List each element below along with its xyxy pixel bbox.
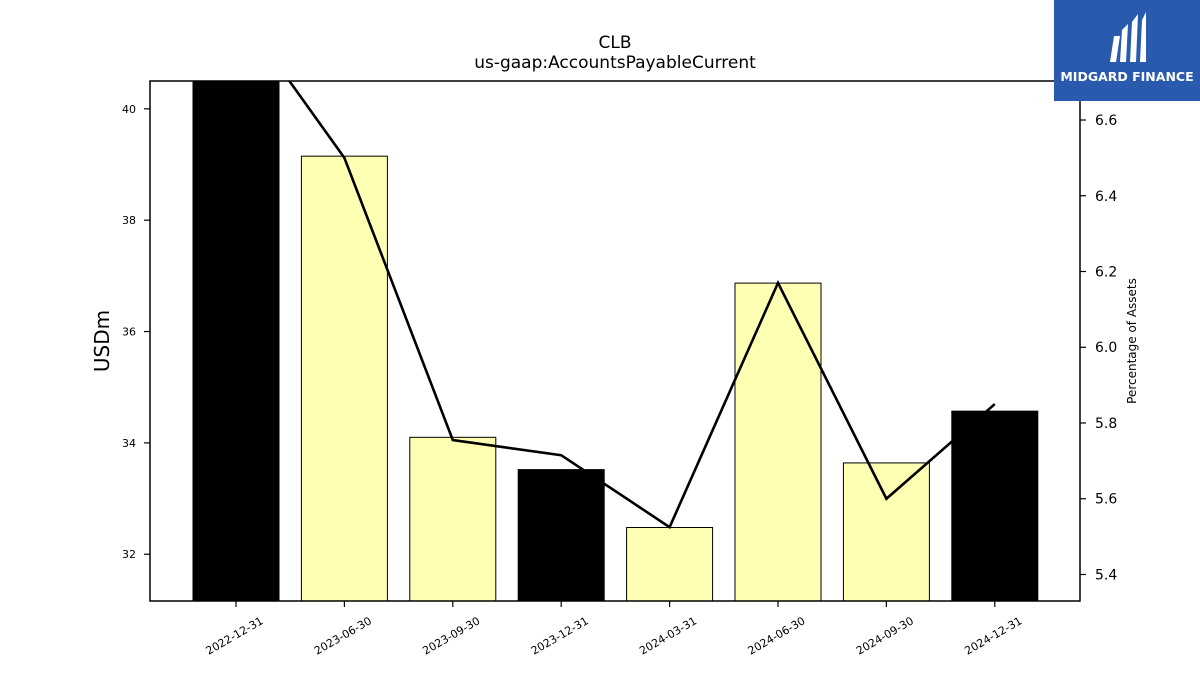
bar-2022-12-31 bbox=[192, 80, 280, 602]
y2-tick-label: 5.6 bbox=[1095, 492, 1117, 508]
logo-mark-icon bbox=[1110, 12, 1146, 62]
x-tick-label: 2023-06-30 bbox=[312, 614, 374, 657]
bar-2024-06-30 bbox=[734, 282, 822, 602]
x-tick-label: 2022-12-31 bbox=[204, 614, 266, 657]
x-tick-label: 2024-06-30 bbox=[746, 614, 808, 657]
y-axis-label: USDm bbox=[90, 310, 114, 372]
bar-2023-09-30 bbox=[409, 436, 497, 602]
logo-brand-text: MIDGARD FINANCE bbox=[1060, 69, 1194, 84]
y-tick-label: 38 bbox=[122, 214, 136, 227]
y2-axis-label: Percentage of Assets bbox=[1125, 278, 1139, 404]
y2-tick-label: 5.4 bbox=[1095, 567, 1117, 583]
chart-subtitle: us-gaap:AccountsPayableCurrent bbox=[474, 53, 756, 73]
y2-tick-label: 6.6 bbox=[1095, 113, 1117, 129]
x-tick-label: 2024-03-31 bbox=[637, 614, 699, 657]
bar-2024-12-31 bbox=[951, 410, 1039, 602]
y2-tick-label: 6.0 bbox=[1095, 340, 1117, 356]
bar-2024-03-31 bbox=[626, 527, 714, 602]
x-tick-label: 2023-09-30 bbox=[420, 614, 482, 657]
y2-tick-label: 5.8 bbox=[1095, 416, 1117, 432]
x-tick-label: 2024-12-31 bbox=[962, 614, 1024, 657]
y-tick-label: 32 bbox=[122, 548, 136, 561]
x-tick-label: 2023-12-31 bbox=[529, 614, 591, 657]
y2-tick-label: 6.2 bbox=[1095, 265, 1117, 281]
percentage-line bbox=[287, 81, 996, 530]
plot-frame bbox=[149, 80, 1081, 602]
brand-logo: MIDGARD FINANCE bbox=[1054, 0, 1200, 101]
y-tick-label: 34 bbox=[122, 437, 136, 450]
chart-title: CLB bbox=[598, 33, 632, 53]
bar-2024-09-30 bbox=[842, 462, 930, 602]
x-tick-label: 2024-09-30 bbox=[854, 614, 916, 657]
bar-2023-12-31 bbox=[517, 469, 605, 602]
y-tick-label: 36 bbox=[122, 326, 136, 339]
y2-tick-label: 6.4 bbox=[1095, 189, 1117, 205]
y-tick-label: 40 bbox=[122, 103, 136, 116]
bar-2023-06-30 bbox=[300, 155, 388, 602]
